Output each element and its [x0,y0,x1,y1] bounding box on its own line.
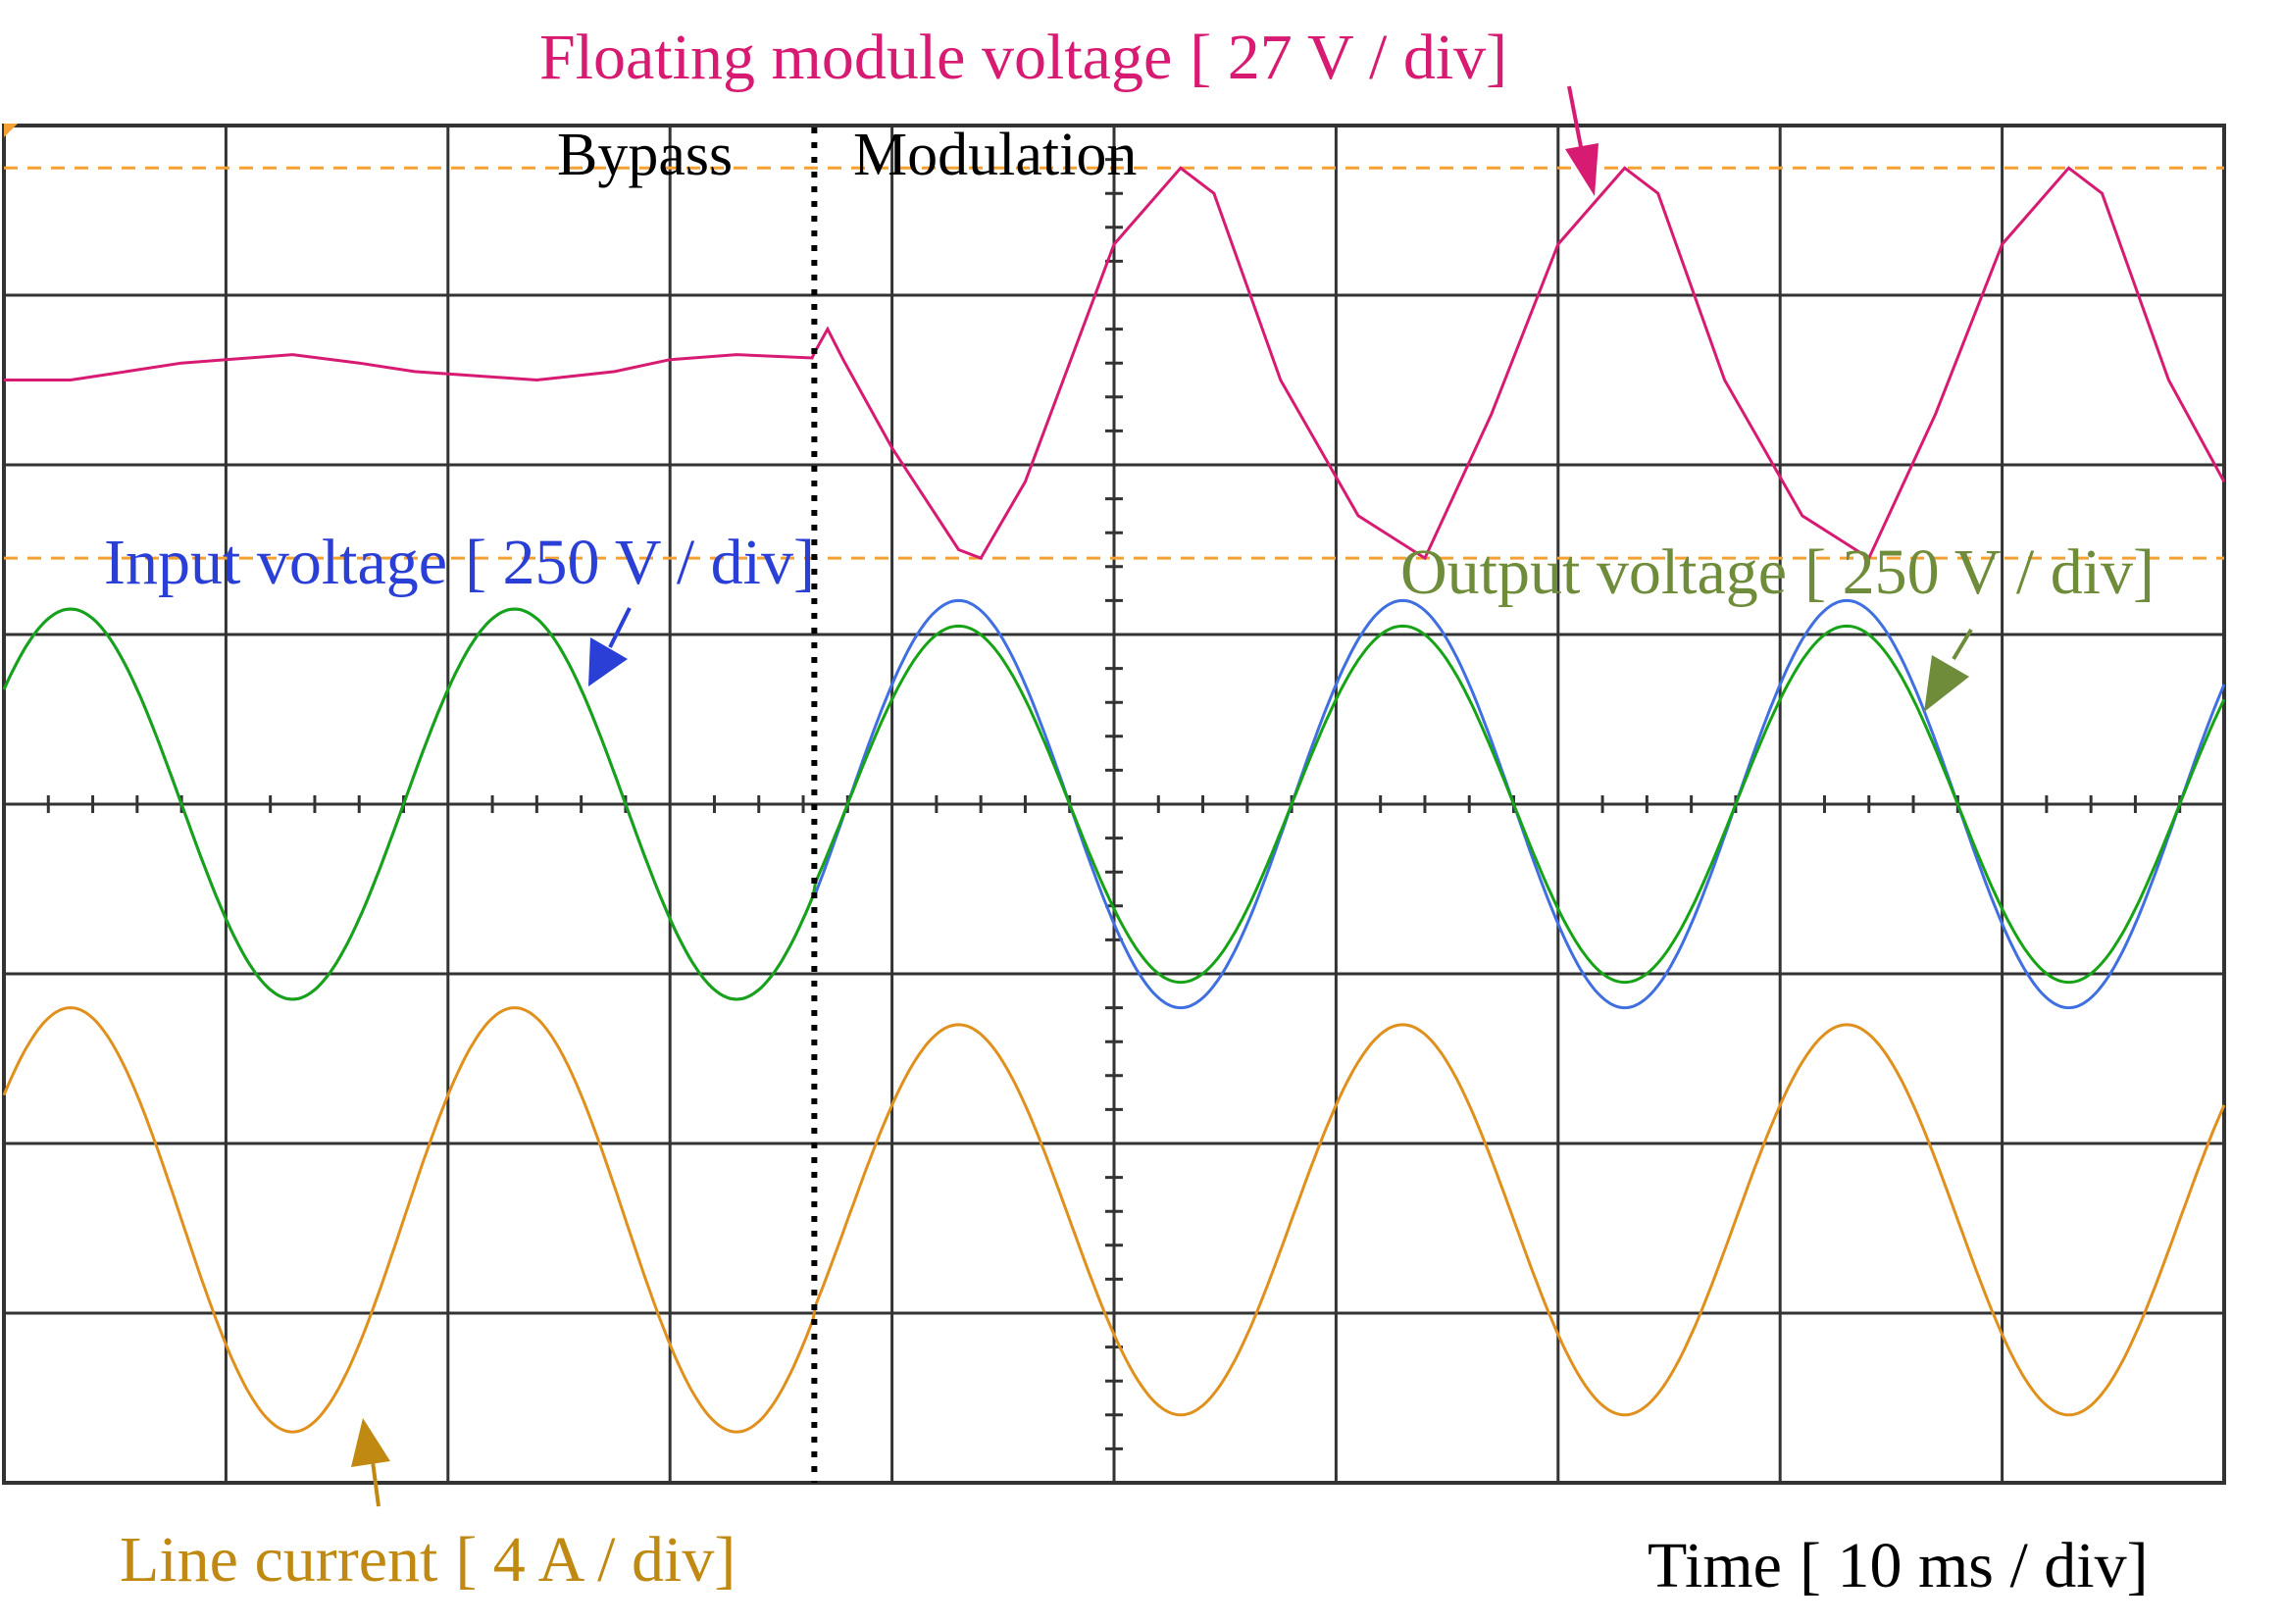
modulation-label: Modulation [853,122,1137,188]
line-current-trace [2,1006,2226,1434]
grid [2,124,2226,1485]
bypass-label: Bypass [557,122,733,188]
line-current-arrow [351,1418,390,1507]
traces [2,166,2226,1434]
output-voltage-label: Output voltage[ 250 V / div] [1400,536,2155,608]
output-voltage-arrow [1924,628,1973,712]
floating-voltage-arrow [1565,85,1598,196]
reference-lines [4,166,2224,560]
floating-voltage-trace [4,166,2226,561]
output-voltage-trace [2,607,2226,1001]
input-voltage-arrow [588,607,632,686]
floating-voltage-label: Floating module voltage[ 27 V / div] [539,22,1507,93]
time-scale-label: Time[ 10 ms / div] [1648,1530,2149,1601]
input-voltage-label: Input voltage[ 250 V / div] [104,527,815,598]
trigger-marker [4,124,18,137]
line-current-label: Line current[ 4 A / div] [120,1524,736,1596]
